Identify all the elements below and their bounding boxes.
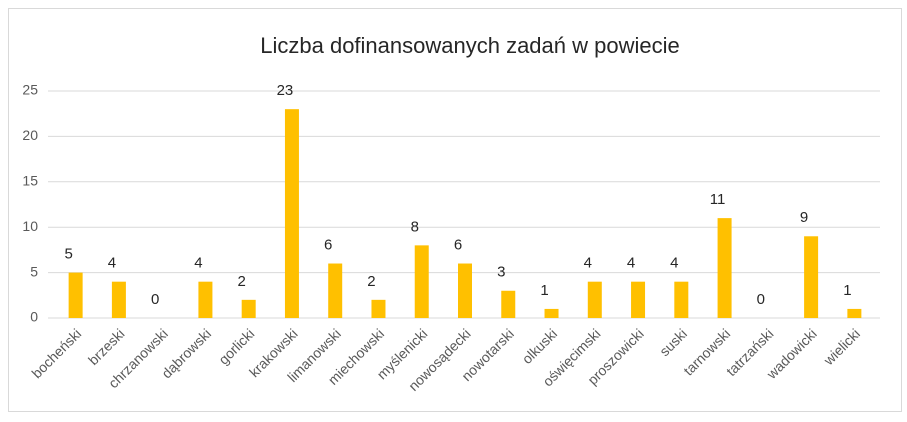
y-tick-label: 10 — [22, 218, 38, 234]
value-label: 2 — [367, 273, 375, 290]
bar — [328, 263, 343, 318]
bar — [414, 245, 429, 318]
bar — [587, 281, 602, 318]
bar — [544, 308, 559, 318]
bar — [111, 281, 126, 318]
chart-border — [8, 8, 902, 412]
value-label: 4 — [670, 255, 678, 272]
bar — [717, 218, 732, 318]
value-label: 4 — [194, 255, 202, 272]
bar — [674, 281, 689, 318]
y-tick-label: 25 — [22, 82, 38, 98]
value-label: 2 — [238, 273, 246, 290]
bar — [68, 272, 83, 318]
value-label: 0 — [151, 291, 159, 308]
y-tick-label: 15 — [22, 173, 38, 189]
value-label: 1 — [540, 282, 548, 299]
value-label: 5 — [64, 246, 72, 263]
bar — [371, 299, 386, 318]
value-label: 1 — [843, 282, 851, 299]
bar — [458, 263, 472, 318]
bar — [198, 281, 213, 318]
value-label: 3 — [497, 264, 505, 281]
value-label: 6 — [454, 236, 462, 253]
value-label: 6 — [324, 236, 332, 253]
bar — [284, 109, 299, 318]
value-label: 9 — [800, 209, 808, 226]
value-label: 8 — [411, 218, 419, 235]
value-label: 4 — [108, 255, 116, 272]
y-tick-label: 5 — [30, 263, 38, 279]
value-label: 0 — [757, 291, 765, 308]
value-label: 23 — [277, 82, 294, 99]
value-label: 4 — [584, 255, 592, 272]
chart-title: Liczba dofinansowanych zadań w powiecie — [260, 33, 679, 58]
value-label: 11 — [710, 191, 726, 208]
bar — [847, 308, 862, 318]
bar — [631, 281, 646, 318]
value-label: 4 — [627, 255, 635, 272]
y-tick-label: 20 — [22, 127, 38, 143]
bar — [241, 299, 256, 318]
bar — [501, 290, 516, 318]
y-tick-label: 0 — [30, 309, 38, 325]
bar — [804, 236, 819, 318]
